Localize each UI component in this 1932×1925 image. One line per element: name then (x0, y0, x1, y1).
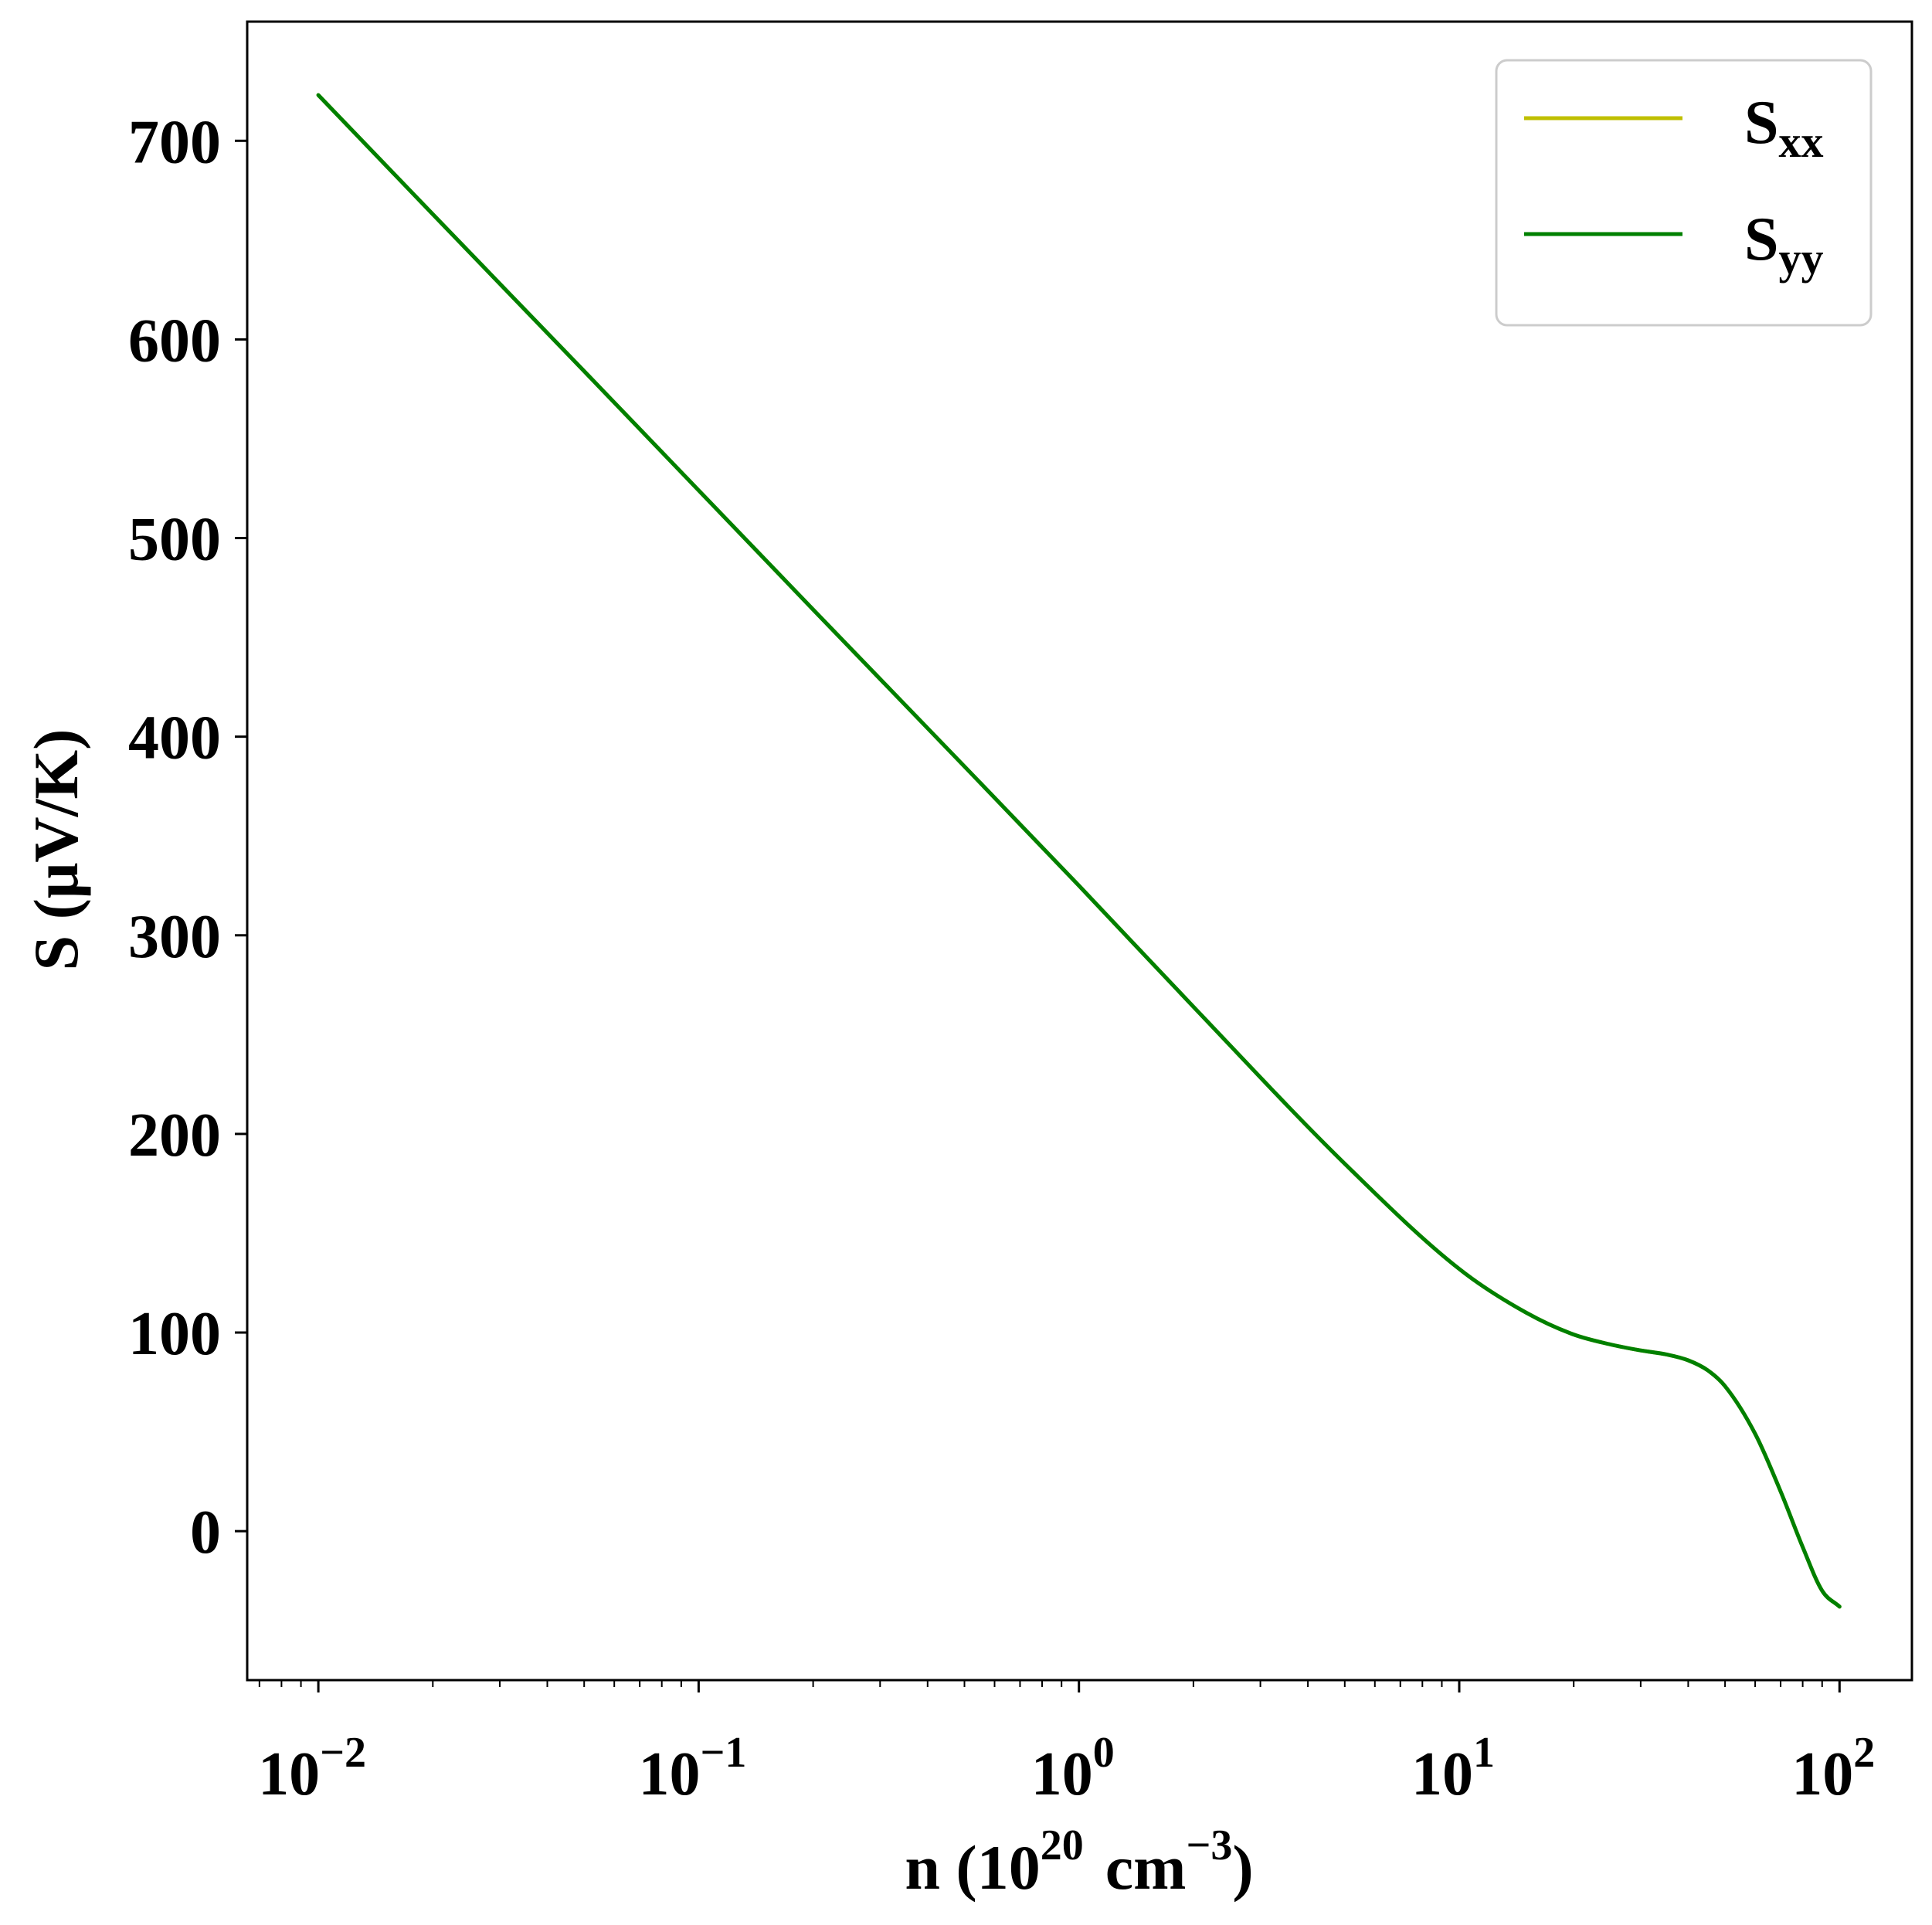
x-tick-label: 102 (1791, 1729, 1875, 1808)
y-axis: 0 100 200 300 400 500 600 700 (128, 108, 247, 1567)
x-axis-label-unit-exp: −3 (1186, 1821, 1232, 1869)
x-axis-label-main: n (10 (905, 1832, 1040, 1903)
x-tick-label-base: 10 (638, 1740, 700, 1808)
x-axis-label-close: ) (1232, 1832, 1253, 1903)
x-tick-label-exp: −1 (700, 1729, 746, 1777)
legend-entry-syy: Syy (1524, 205, 1824, 283)
series-line-syy (316, 93, 1842, 1609)
x-tick-label-base: 10 (258, 1740, 320, 1808)
legend-label-sxx-main: S (1744, 89, 1779, 157)
y-tick-label: 500 (128, 506, 221, 574)
y-tick-label: 200 (128, 1102, 221, 1170)
y-tick-label: 100 (128, 1300, 221, 1368)
legend: Sxx Syy (1495, 59, 1873, 327)
x-tick-label: 100 (1031, 1729, 1115, 1808)
y-tick-label: 400 (128, 704, 221, 772)
legend-box (1495, 59, 1873, 327)
legend-label-syy-main: S (1744, 205, 1779, 273)
legend-label-syy: Syy (1744, 205, 1824, 283)
series-layer (316, 93, 1842, 1609)
y-tick-label: 600 (128, 307, 221, 375)
x-tick-label: 10−2 (258, 1729, 366, 1808)
legend-label-sxx: Sxx (1744, 89, 1824, 167)
y-axis-label: S (μV/K) (21, 729, 91, 971)
x-axis-label-exp: 20 (1041, 1821, 1084, 1869)
x-tick-label-exp: 1 (1473, 1729, 1495, 1777)
legend-label-sxx-sub: xx (1779, 117, 1824, 167)
x-tick-label-exp: 0 (1093, 1729, 1115, 1777)
x-tick-label-base: 10 (1411, 1740, 1473, 1808)
x-axis: 10−2 10−1 100 101 102 (258, 1680, 1875, 1808)
y-tick-label: 300 (128, 903, 221, 971)
x-tick-label-exp: −2 (320, 1729, 366, 1777)
x-axis-label: n (1020 cm−3) (905, 1821, 1253, 1903)
y-tick-label: 0 (190, 1499, 221, 1567)
x-axis-label-unit: cm (1105, 1832, 1187, 1903)
x-tick-label: 101 (1411, 1729, 1495, 1808)
y-tick-label: 700 (128, 108, 221, 176)
legend-entry-sxx: Sxx (1524, 89, 1824, 167)
x-tick-label: 10−1 (638, 1729, 746, 1808)
x-tick-label-base: 10 (1031, 1740, 1093, 1808)
x-tick-label-exp: 2 (1853, 1729, 1875, 1777)
legend-label-syy-sub: yy (1779, 233, 1824, 283)
x-tick-label-base: 10 (1791, 1740, 1853, 1808)
